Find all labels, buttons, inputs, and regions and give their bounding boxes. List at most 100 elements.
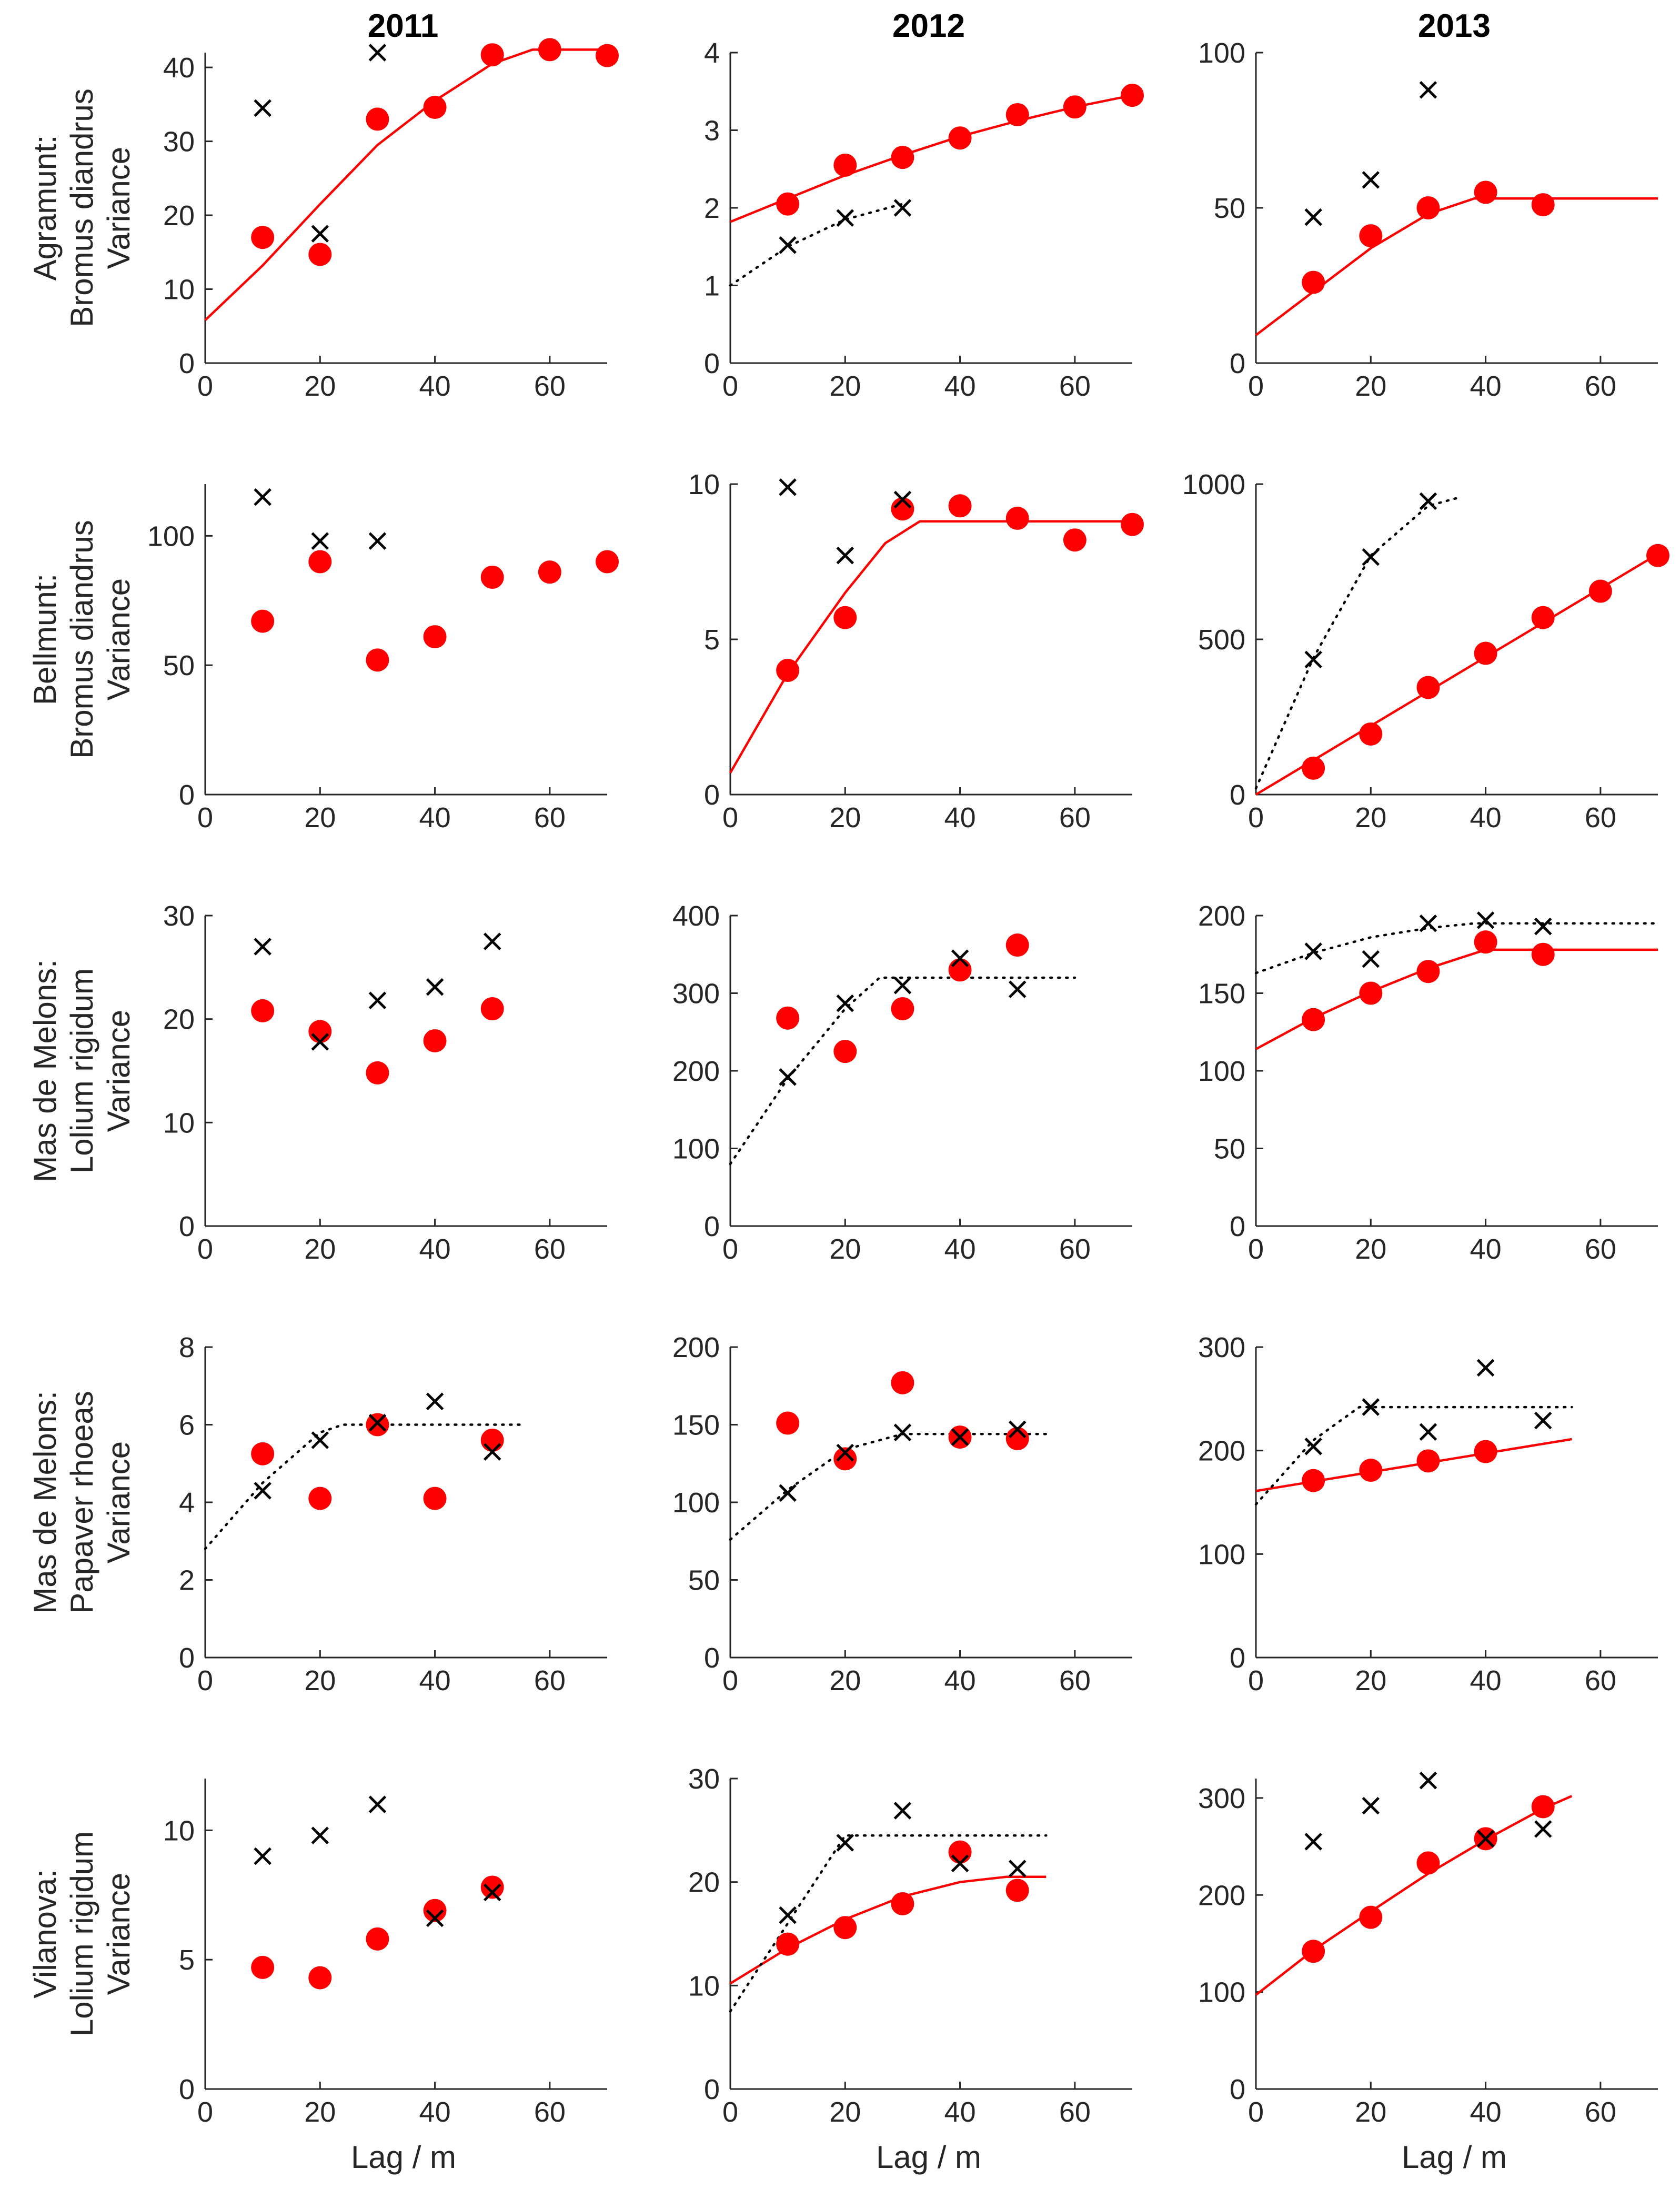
panel-r2-c0: 0 20 40 60 0 10 20 30 [163,900,607,1265]
data-point-circle [538,560,561,584]
data-point-cross [368,1795,387,1813]
data-point-cross [893,490,912,509]
x-tick-label: 20 [304,2096,336,2128]
y-tick-label: 10 [688,1970,720,2002]
data-point-cross [1419,914,1437,932]
y-tick-label: 50 [163,650,195,681]
data-point-cross [254,938,271,956]
x-tick-label: 60 [1059,2096,1091,2128]
data-point-circle [833,1916,857,1940]
data-point-circle [480,566,504,589]
data-point-circle [366,1061,389,1085]
row-3-label-line-0: Mas de Melons: [27,1391,63,1614]
data-point-cross [779,478,797,496]
y-tick-label: 100 [1198,1539,1245,1570]
panel-r4-c1: 0 20 40 60 0 10 20 30 Lag / m [688,1763,1132,2175]
x-tick-label: 60 [534,1233,566,1265]
data-point-cross [1362,171,1380,189]
data-point-cross [1534,1820,1552,1838]
data-point-cross [1008,1420,1027,1439]
x-tick-label: 60 [1059,1233,1091,1265]
data-point-circle [1359,981,1383,1005]
data-point-circle [1359,1905,1383,1929]
data-point-circle [480,43,504,67]
x-tick-label: 40 [944,370,976,402]
data-point-circle [1302,756,1325,780]
data-point-circle [833,606,857,629]
x-tick-label: 20 [829,1233,861,1265]
y-tick-label: 100 [672,1487,720,1519]
data-point-cross [426,1392,444,1411]
y-tick-label: 5 [179,1944,195,1976]
x-tick-label: 20 [1355,370,1386,402]
data-point-cross [779,1484,797,1502]
data-point-circle [776,1411,800,1435]
data-point-cross [368,1414,387,1432]
data-point-circle [1359,224,1383,248]
data-point-circle [776,1006,800,1030]
data-point-cross [311,1033,329,1051]
y-tick-label: 150 [1198,978,1245,1010]
col-title-2012: 2012 [892,8,965,44]
panel-r2-c1: 0 20 40 60 0 100 200 300 400 [672,900,1132,1265]
data-point-circle [308,1966,332,1990]
data-point-cross [1304,1438,1322,1455]
y-tick-label: 0 [704,1211,720,1242]
panel-r1-c0: 0 20 40 60 0 50 100 [147,484,619,834]
data-point-circle [1474,641,1497,665]
data-point-circle [1531,1795,1555,1819]
data-point-circle [776,1932,800,1956]
x-tick-label: 60 [534,802,566,834]
x-tick-label: 60 [1059,370,1091,402]
x-tick-label: 40 [1470,1233,1502,1265]
row-3-label-line-2: Variance [101,1441,136,1563]
x-tick-label: 60 [534,370,566,402]
data-point-cross [426,978,444,996]
fit-line-dotted [1254,497,1458,790]
x-tick-label: 60 [1585,2096,1616,2128]
data-point-cross [254,1482,271,1500]
data-point-cross [836,546,854,565]
y-tick-label: 0 [704,779,720,811]
row-3-label-line-1: Papaver rhoeas [64,1391,99,1614]
x-tick-label: 60 [1585,370,1616,402]
panel-r1-c2: 0 20 40 60 0 500 1000 [1182,469,1669,834]
x-tick-label: 40 [944,802,976,834]
fit-line-solid [1255,948,1658,1050]
data-point-cross [893,199,912,217]
data-point-circle [251,999,275,1022]
y-tick-label: 100 [147,520,195,552]
x-tick-label: 0 [722,2096,738,2128]
data-point-circle [1063,95,1087,119]
data-point-circle [1005,1879,1029,1902]
y-tick-label: 400 [672,900,720,932]
x-tick-label: 0 [197,802,213,834]
data-point-circle [251,1442,275,1465]
data-point-cross [1534,917,1552,936]
data-point-circle [1531,606,1555,629]
x-tick-label: 0 [722,802,738,834]
data-point-cross [1362,548,1380,566]
data-point-circle [366,1413,389,1437]
data-point-cross [1304,208,1322,226]
x-tick-label: 60 [534,2096,566,2128]
x-tick-label: 0 [1248,1233,1264,1265]
row-2-label-line-2: Variance [101,1010,136,1132]
data-point-circle [423,1487,447,1510]
fit-line-solid [204,48,607,322]
data-point-circle [891,146,914,169]
data-point-circle [833,1447,857,1471]
y-tick-label: 40 [163,52,195,84]
y-tick-label: 1 [704,270,720,302]
data-point-cross [893,1423,912,1442]
data-point-cross [1362,1398,1380,1416]
data-point-cross [893,1802,912,1820]
y-tick-label: 2 [179,1565,195,1596]
data-point-cross [368,532,387,550]
data-point-cross [1304,1833,1322,1851]
y-tick-label: 100 [1198,1977,1245,2009]
data-point-cross [1419,1771,1437,1790]
x-tick-label: 40 [419,1665,451,1696]
y-tick-label: 3 [704,115,720,147]
